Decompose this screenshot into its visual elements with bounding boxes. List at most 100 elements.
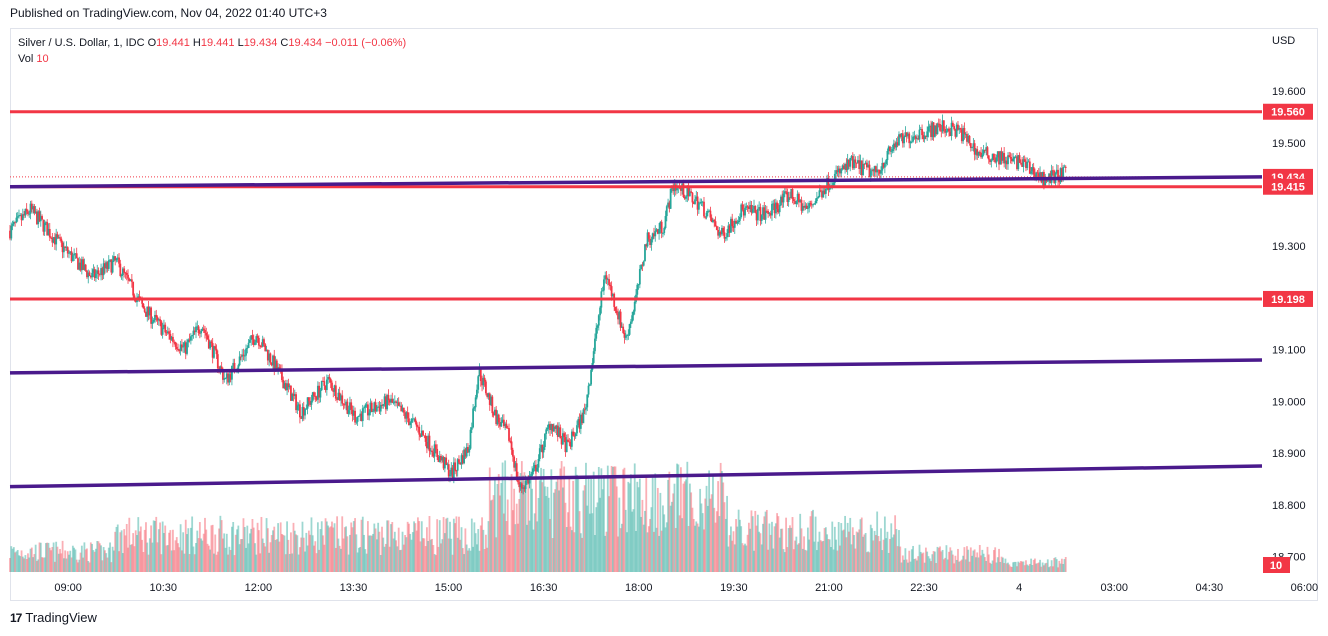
volume-bar <box>211 524 214 572</box>
legend-symbol[interactable]: Silver / U.S. Dollar, 1, IDC <box>18 37 145 49</box>
volume-bar <box>233 555 236 572</box>
volume-bar <box>408 523 410 572</box>
volume-bar <box>704 498 707 572</box>
volume-bar <box>443 533 446 572</box>
candle-body <box>609 284 612 287</box>
volume-bar <box>806 527 809 572</box>
volume-bar <box>41 557 43 572</box>
candle-body <box>436 448 439 458</box>
candle-body <box>723 232 726 239</box>
candle-body <box>446 464 449 466</box>
candle-body <box>620 326 623 328</box>
candle-body <box>409 422 412 426</box>
volume-bar <box>1036 563 1039 572</box>
volume-bar <box>184 519 187 572</box>
candle-body <box>143 308 146 312</box>
time-tick-label: 03:00 <box>1100 582 1128 594</box>
candle-body <box>857 160 859 163</box>
candle-body <box>787 197 790 202</box>
volume-bar <box>640 516 643 572</box>
volume-bar <box>1003 563 1006 572</box>
volume-bar <box>614 466 617 572</box>
candle-body <box>629 321 632 325</box>
volume-bar <box>651 477 654 572</box>
volume-bar <box>672 493 675 572</box>
volume-bar <box>710 494 713 572</box>
candle-body <box>493 409 496 416</box>
candle-body <box>130 279 133 282</box>
volume-bar <box>33 554 36 572</box>
volume-bar <box>474 533 477 572</box>
volume-bar <box>78 559 81 572</box>
volume-bar <box>256 522 259 572</box>
candle-body <box>719 231 722 235</box>
volume-bar <box>613 466 616 572</box>
volume-bar <box>104 550 106 572</box>
volume-bar <box>545 495 548 572</box>
candle-body <box>990 160 993 162</box>
candle-body <box>169 333 172 340</box>
candle-body <box>278 367 281 369</box>
candle-body <box>93 269 96 278</box>
candle-body <box>66 247 69 254</box>
volume-bar <box>664 527 667 572</box>
candle-body <box>783 191 786 194</box>
candle-body <box>155 314 158 318</box>
candle-body <box>519 483 522 488</box>
candle-body <box>540 444 542 449</box>
volume-bar <box>264 546 267 572</box>
candle-body <box>887 146 890 151</box>
candle-body <box>27 211 29 215</box>
volume-bar <box>493 477 496 572</box>
tradingview-brand[interactable]: 17 TradingView <box>10 610 97 625</box>
candle-body <box>156 317 159 321</box>
candle-body <box>781 196 784 203</box>
legend-volume-label[interactable]: Vol <box>18 53 34 65</box>
candle-body <box>128 278 131 281</box>
candle-body <box>487 393 490 397</box>
volume-bar <box>882 539 885 572</box>
volume-bar <box>857 532 859 572</box>
volume-bar <box>485 534 487 572</box>
candle-body <box>104 263 106 269</box>
candle-body <box>919 129 922 130</box>
volume-bar <box>472 546 474 572</box>
volume-bar <box>944 557 947 572</box>
candle-body <box>50 237 52 239</box>
volume-bar <box>605 531 608 572</box>
volume-bar <box>1039 559 1041 572</box>
volume-bar <box>842 529 845 572</box>
candle-body <box>449 474 451 477</box>
candle-body <box>400 405 403 412</box>
volume-bar <box>225 533 228 572</box>
volume-bar <box>74 549 77 572</box>
candle-body <box>878 169 881 174</box>
candle-body <box>1028 161 1031 174</box>
volume-bar <box>142 552 145 572</box>
volume-bar <box>1010 567 1013 572</box>
volume-bar <box>682 483 685 572</box>
volume-bar <box>586 505 589 572</box>
candle-body <box>70 251 73 262</box>
candle-body <box>736 222 739 224</box>
volume-bar <box>351 527 354 572</box>
candle-body <box>782 193 785 203</box>
volume-bar <box>890 523 893 572</box>
candle-body <box>633 301 636 312</box>
volume-bar <box>597 466 600 572</box>
candle-body <box>170 336 173 340</box>
time-axis: 09:00 10:30 12:00 13:30 15:00 16:30 18:00 19:30… <box>54 582 1318 594</box>
volume-bar <box>423 538 426 572</box>
candle-body <box>869 170 872 177</box>
candle-body <box>173 341 176 343</box>
candle-body <box>214 346 217 349</box>
volume-bar <box>683 481 686 572</box>
volume-bar <box>935 563 938 572</box>
candle-body <box>813 203 816 205</box>
volume-bar <box>810 511 813 572</box>
volume-bar <box>183 553 186 572</box>
volume-bar <box>790 527 793 572</box>
volume-bar <box>750 510 753 572</box>
candle-body <box>33 206 36 214</box>
